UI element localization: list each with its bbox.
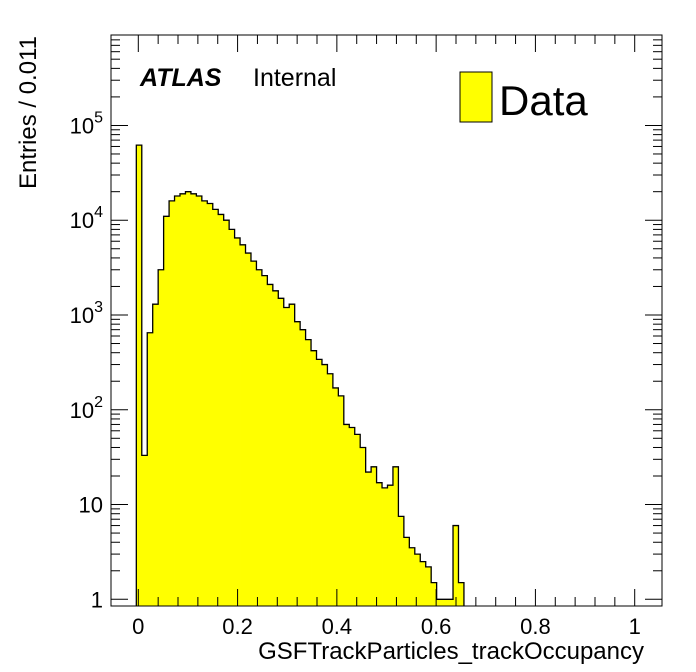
histogram-bar	[343, 424, 350, 606]
histogram-bar	[223, 220, 230, 606]
axis-ticks-group	[111, 34, 662, 606]
histogram-bar	[250, 261, 257, 606]
histogram-bar	[229, 229, 235, 606]
histogram-bar	[316, 359, 323, 606]
histogram-bar	[256, 269, 263, 606]
histogram-bar	[245, 253, 252, 606]
y-tick-label: 1	[91, 587, 103, 612]
y-tick-label: 10	[79, 493, 103, 518]
legend-label: Data	[499, 77, 588, 124]
y-tick-label: 103	[70, 299, 103, 328]
y-tick-label: 102	[70, 394, 103, 423]
x-tick-label: 1	[629, 614, 641, 639]
histogram-bar	[294, 321, 301, 606]
histogram-bar	[349, 427, 356, 606]
histogram-bar	[425, 566, 432, 606]
histogram-bar	[272, 290, 279, 606]
histogram-bar	[267, 284, 274, 606]
histogram-bar	[371, 466, 377, 606]
x-tick-label: 0.8	[520, 614, 551, 639]
histogram-bar	[207, 203, 214, 606]
tick-labels-group: 0 0.2 0.4 0.6 0.8 1 1 10 102 103 104 105	[70, 109, 641, 639]
histogram-bar	[289, 304, 296, 606]
histogram-bar	[201, 200, 208, 606]
plot-frame	[110, 34, 663, 607]
histogram-bar	[141, 455, 148, 606]
histogram-bar	[409, 547, 416, 606]
histogram-bar	[321, 364, 328, 606]
histogram-bar	[403, 537, 410, 606]
histogram-bar	[420, 561, 427, 606]
histogram-bar	[169, 200, 175, 606]
x-tick-label: 0.2	[222, 614, 253, 639]
histogram-bar	[338, 395, 345, 606]
histogram-bar	[392, 466, 399, 606]
atlas-label: ATLAS	[139, 64, 222, 92]
y-axis-title: Entries / 0.011	[15, 36, 42, 189]
histogram-bar	[283, 307, 290, 606]
histogram-bar	[240, 244, 246, 606]
y-tick-label: 105	[70, 109, 103, 138]
histogram-bar	[360, 447, 367, 606]
histogram-bar	[174, 196, 181, 606]
histogram-bar	[414, 554, 421, 606]
histogram-bar	[196, 196, 203, 606]
histogram-bar	[190, 193, 197, 607]
histogram-bar	[387, 485, 394, 606]
histogram-bar	[218, 214, 225, 606]
histogram-bar	[458, 582, 465, 606]
histogram-outline	[135, 144, 465, 606]
histogram-bar	[453, 525, 459, 606]
histogram-bar	[261, 275, 268, 606]
x-axis-title: GSFTrackParticles_trackOccupancy	[258, 638, 644, 665]
legend-swatch	[459, 71, 493, 123]
histogram-bar	[436, 599, 443, 606]
histogram-bar	[300, 329, 306, 606]
histogram-bar	[234, 237, 241, 606]
histogram-bar	[180, 193, 186, 607]
histogram-bars-group	[135, 144, 465, 607]
histogram-bar	[382, 487, 388, 606]
histogram-bar	[327, 373, 334, 606]
histogram-bar	[147, 332, 154, 606]
histogram-bar	[136, 145, 143, 607]
atlas-status-label: Internal	[253, 64, 336, 92]
histogram-bar	[311, 350, 317, 606]
histogram-bar	[376, 482, 383, 606]
histogram-bar	[332, 387, 339, 606]
histogram-bar	[365, 472, 372, 606]
histogram-bar	[163, 216, 170, 607]
histogram-bar	[447, 599, 454, 606]
x-tick-label: 0.4	[322, 614, 353, 639]
histogram-bar	[431, 582, 438, 606]
histogram-bar	[158, 269, 165, 606]
histogram-bar	[354, 434, 361, 606]
histogram-bar	[212, 209, 219, 606]
x-tick-label: 0	[132, 614, 144, 639]
y-tick-label: 104	[70, 204, 103, 233]
histogram-bar	[442, 599, 448, 606]
histogram-bar	[278, 298, 285, 606]
histogram-bar	[398, 516, 405, 606]
x-tick-label: 0.6	[421, 614, 452, 639]
histogram-bar	[152, 304, 159, 606]
histogram-bar	[305, 339, 312, 606]
histogram-bar	[185, 191, 192, 606]
